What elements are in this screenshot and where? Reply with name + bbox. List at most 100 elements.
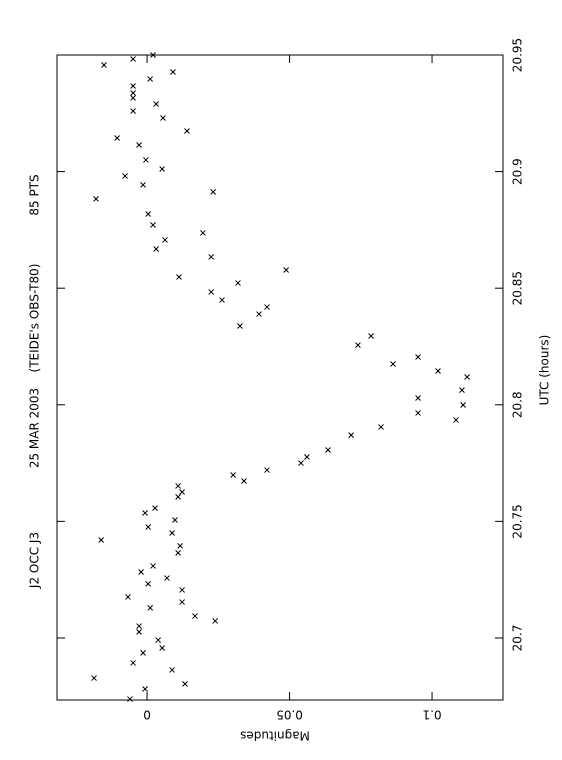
point	[298, 460, 304, 466]
point	[179, 599, 185, 605]
point	[130, 95, 136, 101]
point	[159, 645, 166, 651]
point-stroke	[114, 135, 120, 141]
point-stroke	[153, 101, 160, 107]
point	[138, 569, 144, 575]
point-stroke	[127, 696, 133, 702]
x-tick-label: 20.95	[511, 38, 525, 72]
x-tick-label: 20.7	[511, 625, 525, 652]
point-stroke	[162, 237, 168, 243]
point-stroke	[130, 108, 136, 114]
point-stroke	[210, 189, 217, 195]
point	[184, 128, 190, 134]
point	[192, 613, 198, 619]
point	[435, 368, 441, 374]
point-stroke	[256, 311, 262, 317]
point-stroke	[283, 267, 289, 273]
point-stroke	[176, 274, 182, 280]
point-stroke	[169, 667, 175, 673]
point-stroke	[192, 613, 198, 619]
point-stroke	[147, 76, 154, 82]
point-stroke	[219, 297, 225, 303]
point-stroke	[136, 623, 142, 629]
plot-frame	[56, 54, 504, 701]
point	[127, 696, 133, 702]
point	[162, 237, 168, 243]
y-tick-label: 0.1	[422, 708, 441, 722]
point	[153, 101, 160, 107]
point	[200, 230, 206, 236]
point-stroke	[125, 594, 131, 600]
point	[177, 543, 183, 549]
point	[136, 623, 142, 629]
point	[175, 494, 181, 500]
point-stroke	[208, 289, 215, 295]
point-stroke	[160, 115, 166, 121]
chart-title: 85 PTS	[28, 174, 42, 215]
point	[175, 483, 181, 489]
point	[147, 76, 154, 82]
point-stroke	[169, 530, 175, 536]
point	[264, 467, 270, 473]
point	[122, 173, 128, 179]
point-stroke	[175, 483, 181, 489]
point-stroke	[138, 569, 144, 575]
point	[153, 246, 160, 252]
point-stroke	[130, 660, 136, 666]
point-stroke	[241, 478, 247, 484]
point-stroke	[200, 230, 206, 236]
point	[237, 323, 243, 329]
point	[325, 447, 331, 453]
point	[150, 563, 156, 569]
point-stroke	[230, 472, 236, 478]
point-stroke	[182, 681, 188, 687]
point-stroke	[130, 83, 136, 89]
point-stroke	[453, 417, 459, 423]
point-stroke	[159, 645, 166, 651]
point	[415, 354, 421, 360]
point	[179, 489, 185, 495]
point-stroke	[355, 342, 361, 348]
point-stroke	[179, 599, 185, 605]
point-stroke	[142, 510, 148, 516]
point-stroke	[175, 494, 181, 500]
point-stroke	[184, 128, 190, 134]
point-stroke	[145, 524, 152, 530]
point-stroke	[175, 550, 181, 556]
point	[130, 90, 136, 96]
point	[140, 650, 146, 656]
point	[460, 402, 466, 408]
point-stroke	[172, 517, 178, 523]
point	[235, 280, 241, 286]
point	[143, 157, 149, 163]
point	[172, 517, 178, 523]
point	[453, 417, 459, 423]
point-stroke	[348, 432, 354, 438]
point	[182, 681, 188, 687]
point	[142, 686, 148, 692]
point	[130, 660, 136, 666]
point	[130, 56, 136, 62]
point-stroke	[130, 90, 136, 96]
point-stroke	[142, 686, 148, 692]
point	[155, 637, 162, 643]
point	[355, 342, 361, 348]
point	[130, 83, 136, 89]
point	[304, 454, 310, 460]
point-stroke	[459, 387, 465, 393]
point	[145, 524, 152, 530]
point-stroke	[136, 629, 142, 635]
point-stroke	[145, 211, 152, 217]
x-tick-label: 20.85	[511, 271, 525, 305]
point-stroke	[93, 196, 99, 202]
point-stroke	[136, 142, 142, 148]
point	[169, 667, 175, 673]
point-stroke	[460, 402, 466, 408]
point	[241, 478, 247, 484]
point	[176, 274, 182, 280]
point	[368, 333, 374, 339]
point-stroke	[179, 489, 185, 495]
point-stroke	[152, 505, 158, 511]
